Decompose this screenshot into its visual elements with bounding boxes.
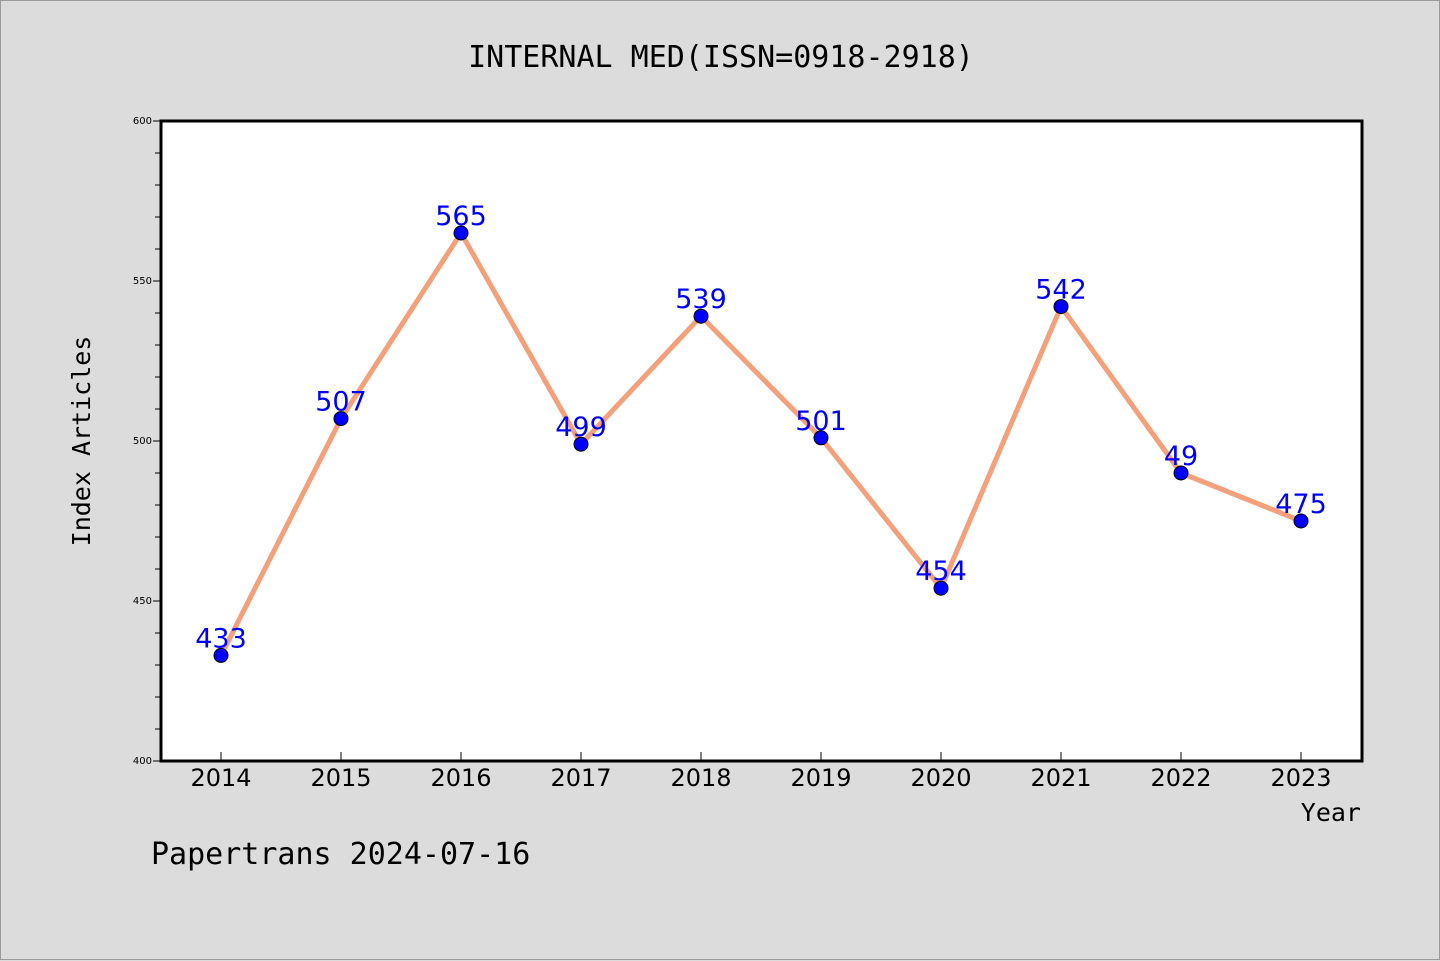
x-tick-label: 2018	[670, 764, 731, 792]
data-label: 542	[1035, 275, 1087, 306]
data-point	[1053, 299, 1069, 315]
x-tick-label: 2017	[550, 764, 611, 792]
x-axis: 2014 2015 2016 2017 2018 2019 2020 2021 2022 2023	[190, 752, 1332, 792]
data-point	[573, 436, 589, 452]
x-axis-label: Year	[1301, 798, 1361, 827]
data-point	[1173, 465, 1189, 481]
data-point	[333, 411, 349, 427]
data-label: 475	[1275, 489, 1327, 520]
data-point	[813, 430, 829, 446]
series: 433 507 565 499 539 501 454 542 49 475	[195, 201, 1327, 663]
footer-note: Papertrans 2024-07-16	[151, 837, 530, 872]
data-label: 49	[1164, 441, 1198, 472]
x-tick-label: 2014	[190, 764, 251, 792]
data-point	[693, 308, 709, 324]
data-label: 507	[315, 387, 367, 418]
data-label: 565	[435, 201, 487, 232]
data-label: 499	[555, 412, 607, 443]
x-tick-label: 2019	[790, 764, 851, 792]
plot-area	[159, 119, 1364, 763]
x-tick-label: 2016	[430, 764, 491, 792]
y-tick-label: 550	[133, 276, 152, 287]
x-tick-label: 2021	[1030, 764, 1091, 792]
y-tick-label: 450	[133, 596, 152, 607]
data-point	[453, 225, 469, 241]
data-point	[1293, 513, 1309, 529]
chart-title: INTERNAL MED(ISSN=0918-2918)	[468, 40, 974, 75]
y-axis: 400 450 500 550 600	[133, 116, 161, 767]
x-tick-label: 2015	[310, 764, 371, 792]
data-label: 454	[915, 556, 967, 587]
data-label: 433	[195, 623, 247, 654]
data-label: 539	[675, 284, 727, 315]
data-point	[933, 580, 949, 596]
y-tick-label: 400	[133, 756, 152, 767]
x-tick-label: 2023	[1270, 764, 1331, 792]
data-point	[213, 647, 229, 663]
x-tick-label: 2022	[1150, 764, 1211, 792]
y-axis-label: Index Articles	[67, 336, 96, 547]
data-label: 501	[795, 406, 847, 437]
y-tick-label: 500	[133, 436, 152, 447]
x-tick-label: 2020	[910, 764, 971, 792]
series-line	[218, 230, 1304, 658]
y-tick-label: 600	[133, 116, 152, 127]
